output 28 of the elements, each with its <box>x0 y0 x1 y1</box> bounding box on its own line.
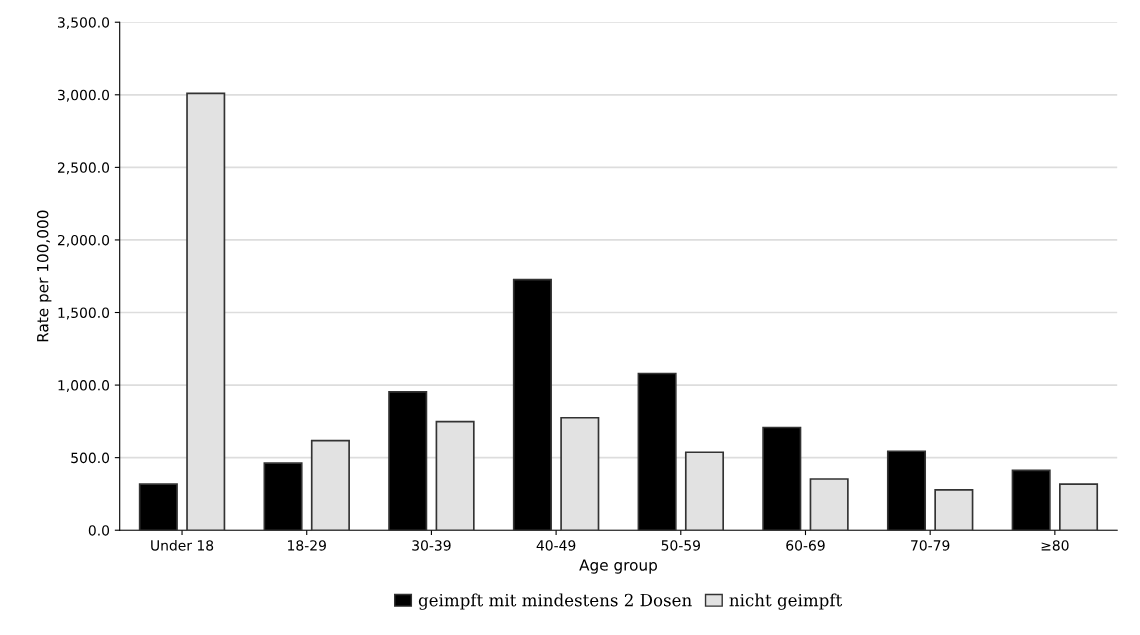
y-tick-label: 2,500.0 <box>57 162 110 175</box>
y-axis-title: Rate per 100,000 <box>36 210 52 342</box>
y-tick-label: 1,500.0 <box>58 307 110 320</box>
x-tick-label: 30-39 <box>412 540 451 551</box>
y-tick-label: 2,000.0 <box>57 234 110 247</box>
bar <box>388 391 428 531</box>
y-tick-label: 3,500.0 <box>58 17 110 30</box>
x-tick-label: 50-59 <box>661 540 700 551</box>
y-tick-label: 3,000.0 <box>58 89 110 102</box>
x-axis-title: Age group <box>579 559 657 574</box>
x-tick-label: ≥80 <box>1041 540 1069 551</box>
x-tick-label: 60-69 <box>786 540 825 551</box>
bar <box>138 483 178 531</box>
bar <box>637 372 677 531</box>
y-tick-label: 1,000.0 <box>58 380 110 392</box>
bar <box>1011 469 1051 531</box>
legend-label: geimpft mit mindestens 2 Dosen <box>418 593 692 610</box>
bar <box>762 426 802 531</box>
bar <box>886 450 927 531</box>
y-tick-label: 500.0 <box>71 452 110 464</box>
legend-label: nicht geimpft <box>729 593 843 610</box>
y-tick-label: 0.0 <box>88 525 110 536</box>
x-tick-label: 40-49 <box>536 540 576 551</box>
x-tick-label: Under 18 <box>151 539 214 551</box>
x-tick-label: 70-79 <box>911 540 950 551</box>
bar <box>512 278 552 531</box>
bar <box>263 462 303 531</box>
x-tick-label: 18-29 <box>288 540 326 551</box>
